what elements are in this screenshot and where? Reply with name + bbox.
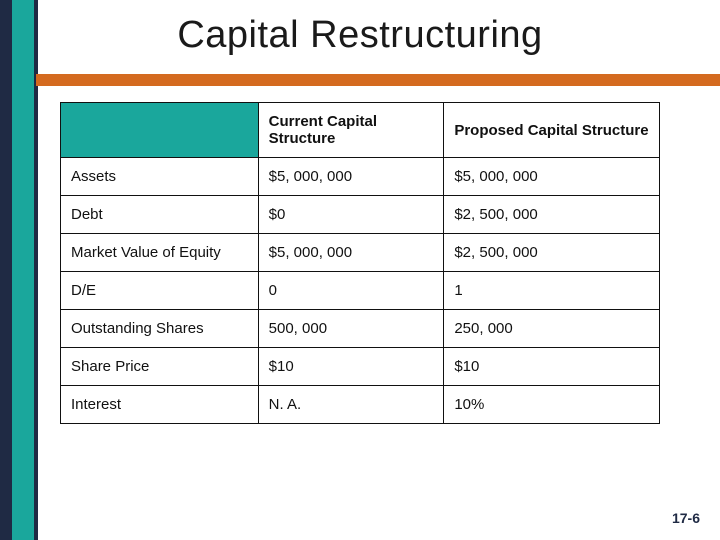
table-row: Interest N. A. 10% (61, 386, 660, 424)
row-current: $0 (258, 196, 444, 234)
left-dark-stripe (0, 0, 12, 540)
table-row: Outstanding Shares 500, 000 250, 000 (61, 310, 660, 348)
row-proposed: $2, 500, 000 (444, 234, 660, 272)
table: Current Capital Structure Proposed Capit… (60, 102, 660, 424)
slide: Capital Restructuring Current Capital St… (0, 0, 720, 540)
page-number: 17-6 (672, 510, 700, 526)
row-label: Assets (61, 158, 259, 196)
row-label: Share Price (61, 348, 259, 386)
row-current: 0 (258, 272, 444, 310)
row-label: D/E (61, 272, 259, 310)
table-row: Assets $5, 000, 000 $5, 000, 000 (61, 158, 660, 196)
row-proposed: $10 (444, 348, 660, 386)
header-blank-cell (61, 103, 259, 158)
row-current: $5, 000, 000 (258, 234, 444, 272)
row-proposed: 1 (444, 272, 660, 310)
row-label: Market Value of Equity (61, 234, 259, 272)
row-label: Outstanding Shares (61, 310, 259, 348)
row-label: Interest (61, 386, 259, 424)
header-current: Current Capital Structure (258, 103, 444, 158)
row-proposed: $2, 500, 000 (444, 196, 660, 234)
table-header-row: Current Capital Structure Proposed Capit… (61, 103, 660, 158)
left-teal-stripe (12, 0, 34, 540)
row-proposed: 250, 000 (444, 310, 660, 348)
title-underline-bar (36, 74, 720, 86)
slide-title: Capital Restructuring (0, 14, 720, 57)
table-row: D/E 0 1 (61, 272, 660, 310)
table-row: Debt $0 $2, 500, 000 (61, 196, 660, 234)
row-proposed: $5, 000, 000 (444, 158, 660, 196)
header-proposed: Proposed Capital Structure (444, 103, 660, 158)
row-proposed: 10% (444, 386, 660, 424)
row-current: $5, 000, 000 (258, 158, 444, 196)
row-current: $10 (258, 348, 444, 386)
capital-structure-table: Current Capital Structure Proposed Capit… (60, 102, 660, 424)
row-label: Debt (61, 196, 259, 234)
row-current: 500, 000 (258, 310, 444, 348)
row-current: N. A. (258, 386, 444, 424)
table-row: Market Value of Equity $5, 000, 000 $2, … (61, 234, 660, 272)
table-row: Share Price $10 $10 (61, 348, 660, 386)
